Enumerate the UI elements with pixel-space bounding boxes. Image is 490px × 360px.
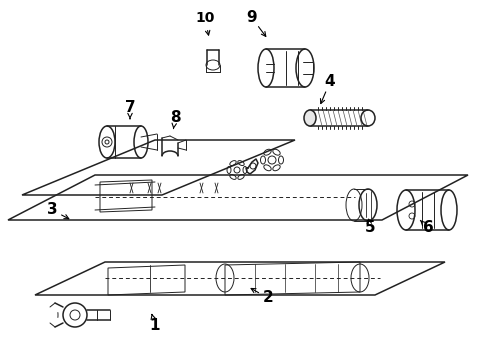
Text: 1: 1: [150, 318, 160, 333]
Circle shape: [234, 167, 240, 173]
Text: 3: 3: [47, 202, 57, 217]
Text: 8: 8: [170, 111, 180, 126]
Text: 2: 2: [263, 291, 273, 306]
Ellipse shape: [304, 110, 316, 126]
Text: 6: 6: [423, 220, 433, 235]
Text: 5: 5: [365, 220, 375, 235]
Text: 7: 7: [124, 100, 135, 116]
Circle shape: [268, 156, 276, 164]
Text: 9: 9: [246, 10, 257, 26]
Text: 10: 10: [196, 11, 215, 25]
Text: 4: 4: [325, 75, 335, 90]
